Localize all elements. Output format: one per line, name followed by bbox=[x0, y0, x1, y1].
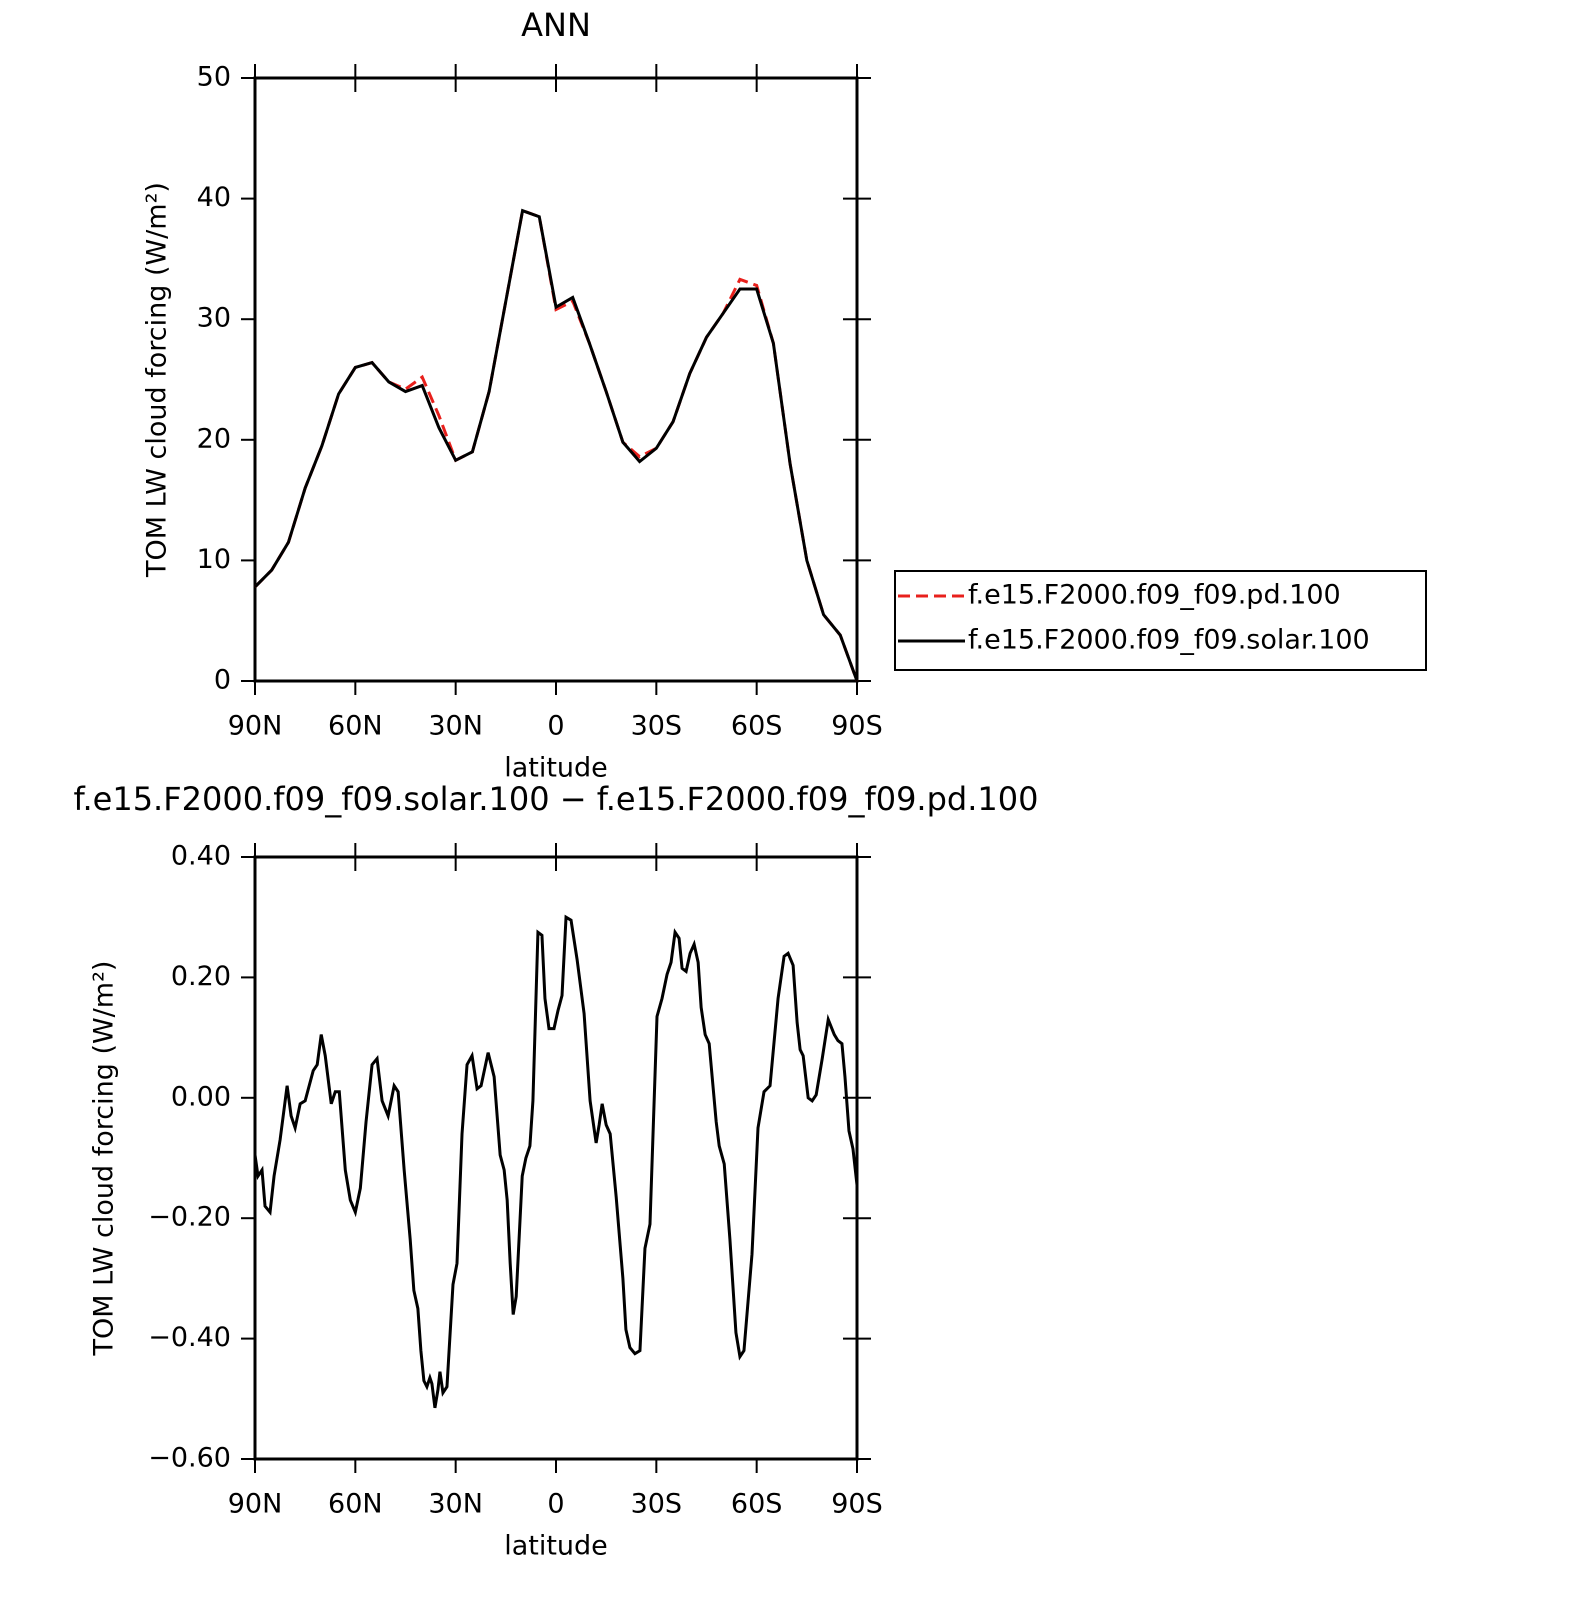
x-tick-label: 30N bbox=[428, 1489, 483, 1520]
legend-box bbox=[894, 570, 1427, 671]
y-tick-label: −0.20 bbox=[148, 1202, 231, 1233]
data-line bbox=[253, 914, 859, 1409]
y-tick-label: 50 bbox=[197, 62, 231, 93]
x-tick-label: 60N bbox=[328, 711, 383, 742]
y-axis-label: TOM LW cloud forcing (W/m²) bbox=[142, 182, 173, 578]
x-tick-label: 90N bbox=[228, 711, 283, 742]
chart-title: ANN bbox=[521, 6, 591, 44]
plot-frame bbox=[253, 76, 859, 683]
x-tick-label: 60N bbox=[328, 1489, 383, 1520]
x-axis-label: latitude bbox=[504, 1531, 608, 1562]
x-tick-label: 30S bbox=[631, 1489, 683, 1520]
x-tick-label: 0 bbox=[547, 711, 564, 742]
y-tick-label: 0.20 bbox=[171, 961, 231, 992]
data-line bbox=[253, 208, 859, 682]
x-tick-label: 0 bbox=[547, 1489, 564, 1520]
x-tick-label: 90S bbox=[831, 1489, 883, 1520]
y-tick-label: 0 bbox=[214, 665, 231, 696]
y-tick-label: 40 bbox=[197, 182, 231, 213]
y-tick-label: −0.40 bbox=[148, 1322, 231, 1353]
legend-label: f.e15.F2000.f09_f09.solar.100 bbox=[968, 625, 1370, 656]
y-tick-label: −0.60 bbox=[148, 1443, 231, 1474]
data-line bbox=[253, 208, 859, 682]
x-tick-label: 60S bbox=[731, 711, 783, 742]
y-tick-label: 0.40 bbox=[171, 841, 231, 872]
y-tick-label: 30 bbox=[197, 303, 231, 334]
legend-label: f.e15.F2000.f09_f09.pd.100 bbox=[968, 580, 1341, 611]
x-tick-label: 90N bbox=[228, 1489, 283, 1520]
x-tick-label: 60S bbox=[731, 1489, 783, 1520]
y-tick-label: 10 bbox=[197, 544, 231, 575]
x-tick-label: 90S bbox=[831, 711, 883, 742]
x-axis-label: latitude bbox=[504, 753, 608, 784]
y-axis-label: TOM LW cloud forcing (W/m²) bbox=[89, 961, 120, 1357]
x-tick-label: 30S bbox=[631, 711, 683, 742]
chart-title: f.e15.F2000.f09_f09.solar.100 − f.e15.F2… bbox=[74, 780, 1039, 818]
y-tick-label: 0.00 bbox=[171, 1081, 231, 1112]
x-tick-label: 30N bbox=[428, 711, 483, 742]
y-tick-label: 20 bbox=[197, 423, 231, 454]
